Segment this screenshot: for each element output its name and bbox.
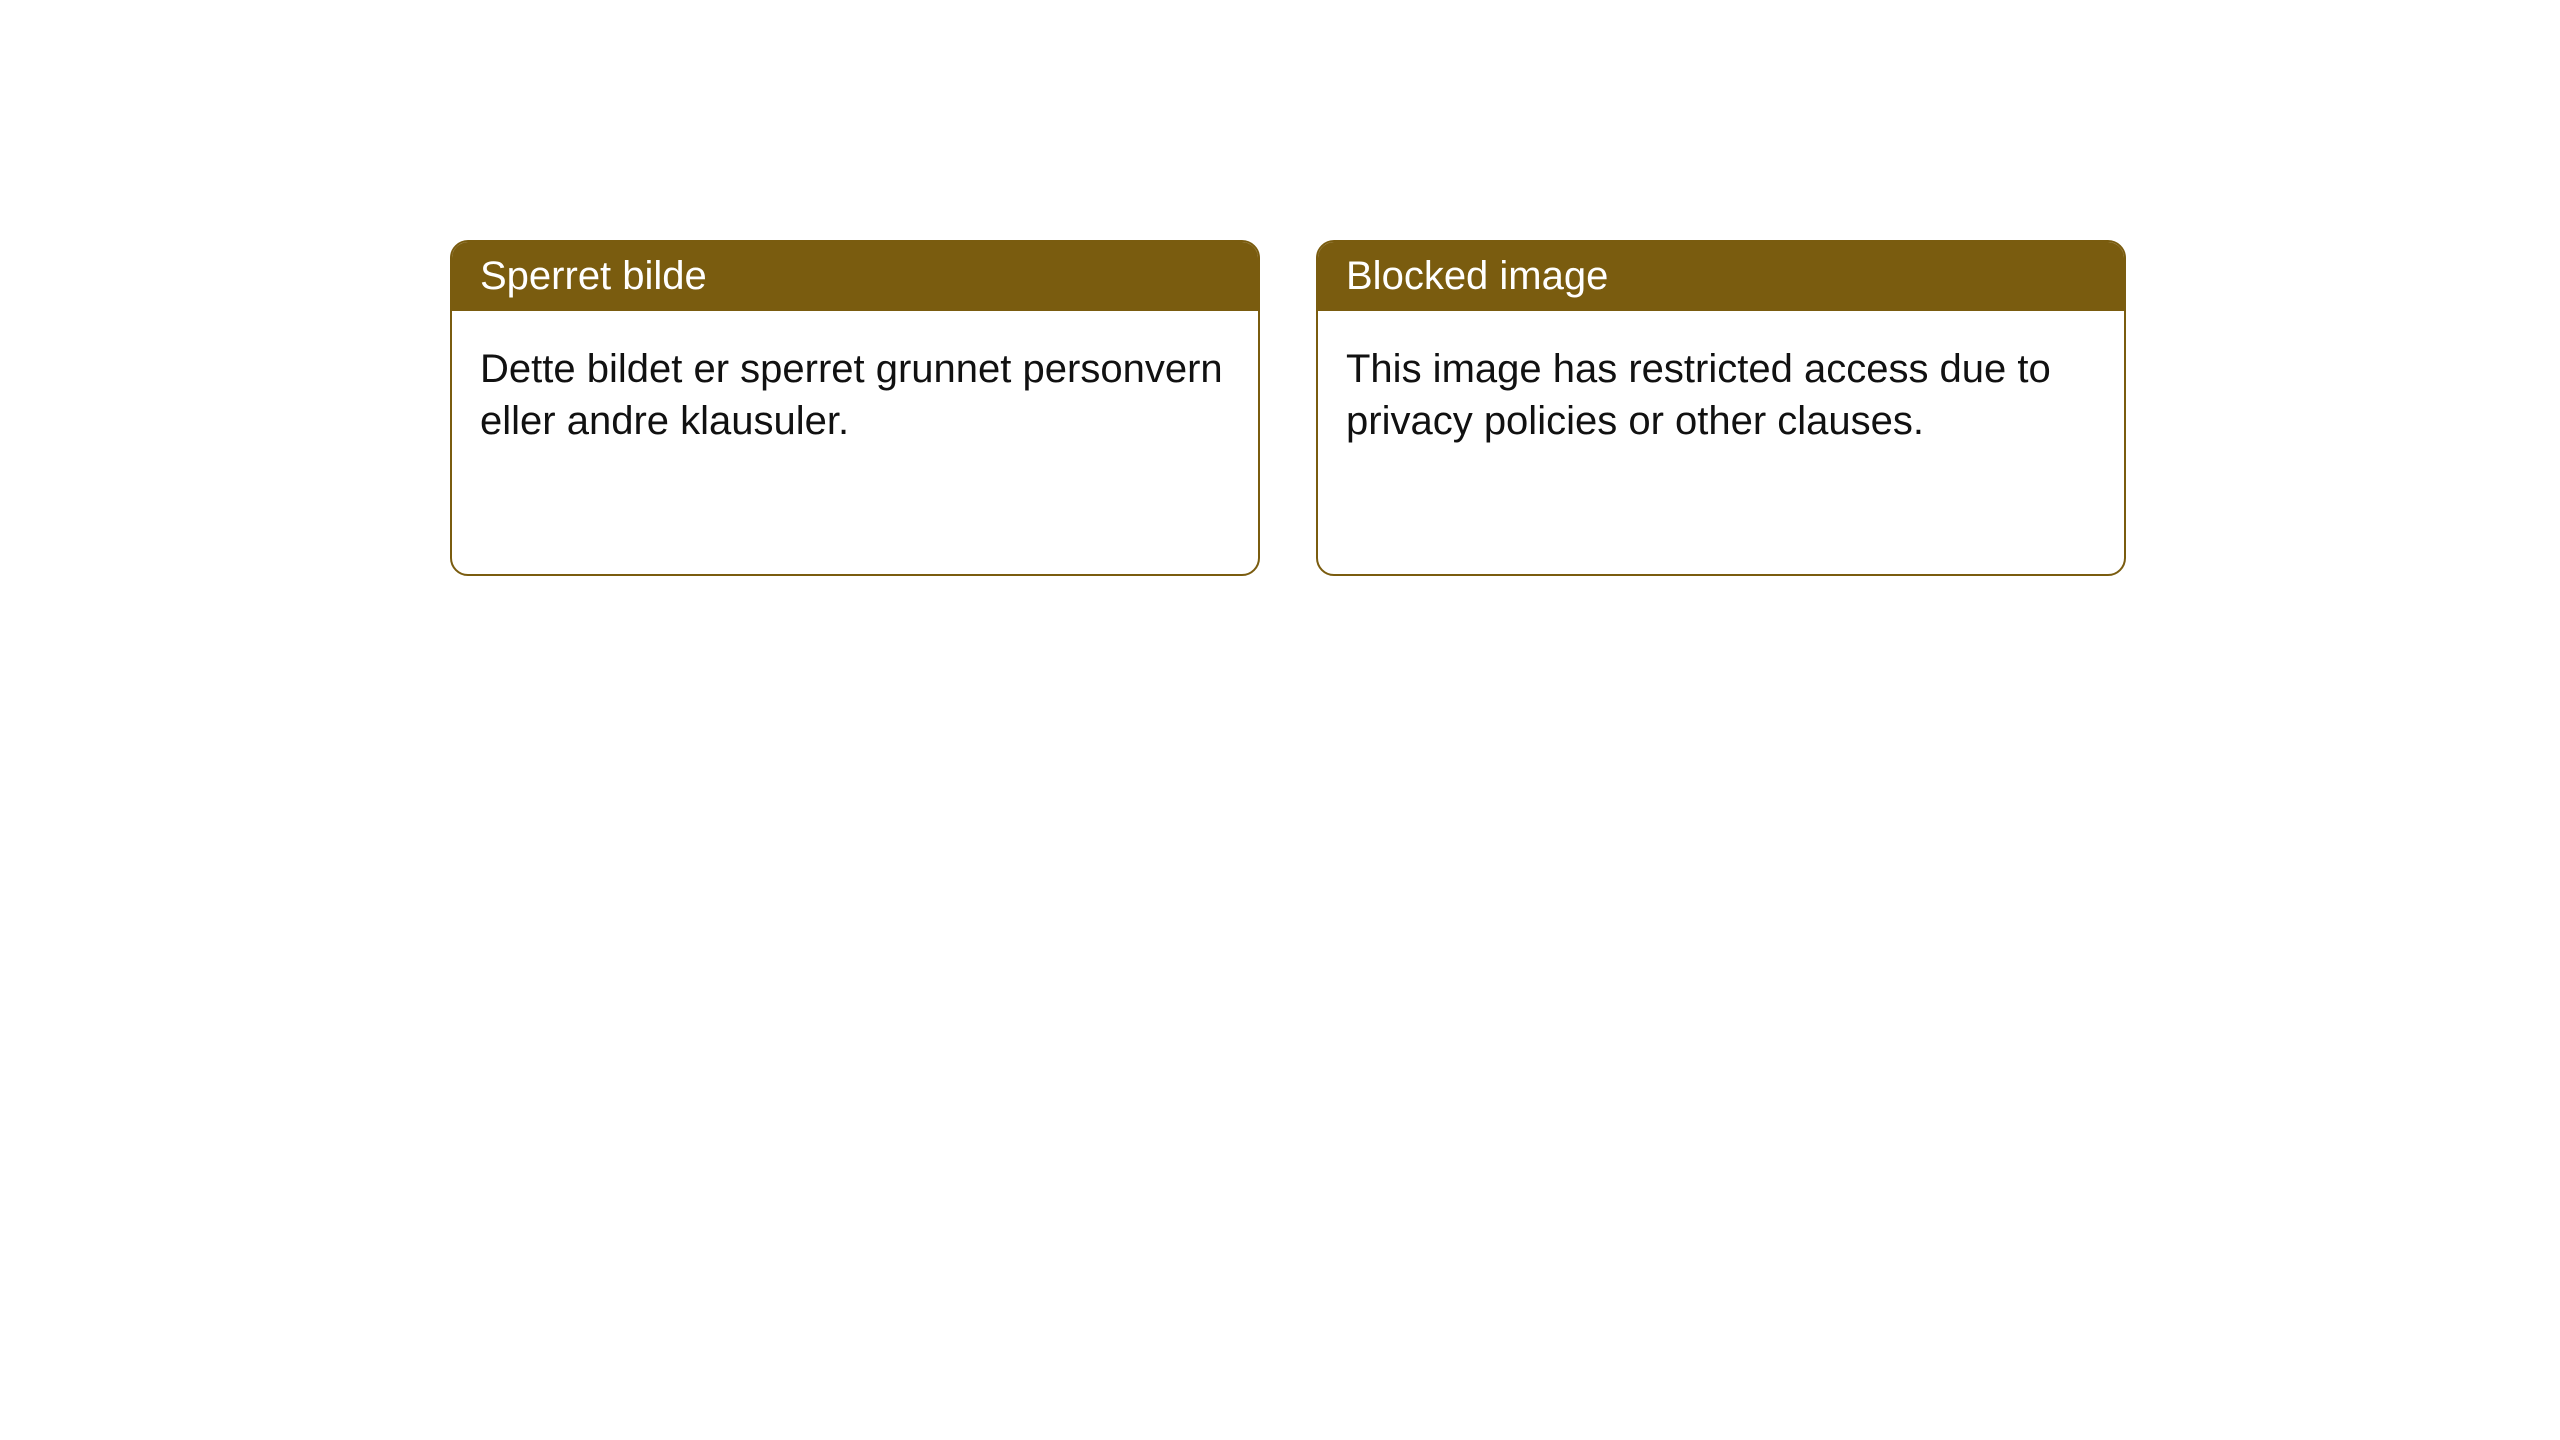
notice-card-english: Blocked image This image has restricted … bbox=[1316, 240, 2126, 576]
notice-cards-container: Sperret bilde Dette bildet er sperret gr… bbox=[0, 0, 2560, 576]
card-body-norwegian: Dette bildet er sperret grunnet personve… bbox=[452, 311, 1258, 479]
card-body-english: This image has restricted access due to … bbox=[1318, 311, 2124, 479]
notice-card-norwegian: Sperret bilde Dette bildet er sperret gr… bbox=[450, 240, 1260, 576]
card-header-english: Blocked image bbox=[1318, 242, 2124, 311]
card-header-norwegian: Sperret bilde bbox=[452, 242, 1258, 311]
